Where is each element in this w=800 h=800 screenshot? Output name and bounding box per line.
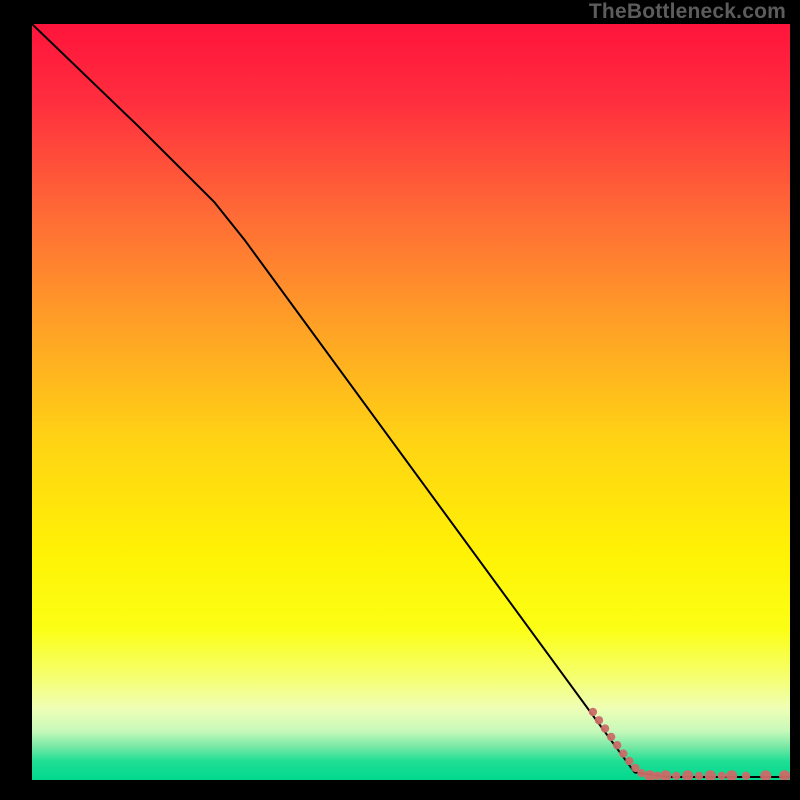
scatter-point [672, 772, 680, 780]
scatter-point [695, 772, 703, 780]
scatter-point [760, 770, 771, 780]
scatter-point [718, 772, 726, 780]
scatter-point [601, 724, 609, 732]
scatter-point [705, 770, 716, 780]
watermark-text: TheBottleneck.com [589, 0, 786, 24]
scatter-point [607, 733, 615, 741]
chart-overlay [32, 24, 790, 780]
scatter-point [742, 772, 750, 780]
scatter-point [595, 716, 603, 724]
scatter-point [589, 708, 597, 716]
scatter-point [660, 770, 671, 780]
scatter-point [613, 741, 621, 749]
scatter-point [625, 757, 633, 765]
curve-line [32, 24, 790, 777]
plot-area [32, 24, 790, 780]
scatter-point [779, 770, 790, 780]
scatter-point [682, 770, 693, 780]
scatter-point [726, 770, 737, 780]
chart-frame: TheBottleneck.com [0, 0, 800, 800]
scatter-point [619, 749, 627, 757]
